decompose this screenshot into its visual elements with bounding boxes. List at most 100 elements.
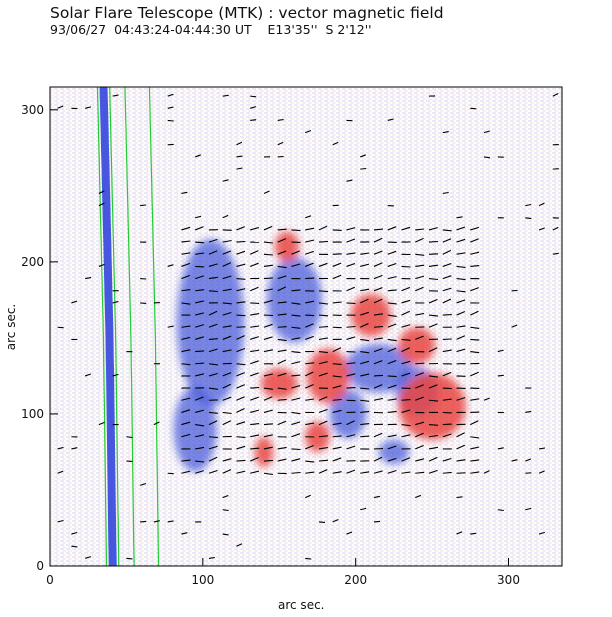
field-vector (277, 338, 287, 342)
field-vector (305, 314, 315, 317)
field-vector (456, 531, 463, 535)
contour-line-2 (124, 87, 135, 566)
field-vector (497, 447, 504, 450)
field-vector (195, 409, 205, 413)
field-vector (332, 435, 342, 438)
field-vector (387, 359, 397, 365)
field-vector (208, 238, 218, 243)
field-vector (305, 300, 315, 304)
field-vector (387, 118, 394, 121)
field-vector (98, 190, 105, 194)
field-vector (291, 314, 301, 317)
field-vector (277, 458, 287, 462)
field-vectors (57, 93, 559, 560)
field-vector (401, 424, 411, 427)
field-vector (373, 325, 384, 328)
field-vector (373, 287, 383, 292)
field-vector (181, 274, 190, 280)
field-vector (332, 262, 342, 267)
field-vector (470, 436, 480, 439)
field-vector (195, 470, 204, 474)
field-vector (332, 301, 342, 304)
field-vector (470, 398, 480, 401)
field-vector (250, 336, 259, 340)
field-vector (360, 263, 370, 267)
field-vector (456, 278, 466, 281)
field-vector (497, 349, 504, 353)
field-vector (181, 363, 191, 366)
field-vector (346, 420, 355, 426)
field-vector (208, 348, 218, 353)
field-vector (346, 302, 356, 305)
field-vector (442, 398, 452, 401)
field-vector (208, 556, 215, 559)
field-vector (428, 314, 439, 317)
field-vector (470, 310, 479, 316)
field-vector (98, 421, 105, 426)
field-vector (291, 361, 301, 365)
field-vector (401, 324, 411, 328)
field-vector (387, 384, 397, 389)
field-vector (236, 167, 243, 170)
field-vector (428, 347, 438, 353)
field-vector (263, 396, 273, 401)
field-vector (442, 191, 449, 194)
field-vector (360, 387, 370, 390)
field-vector (112, 300, 119, 304)
field-vector (195, 460, 205, 463)
field-vector (236, 363, 246, 366)
field-vector (428, 240, 439, 243)
polarity-regions (173, 231, 466, 472)
field-vector (360, 399, 370, 402)
field-vector (373, 298, 383, 304)
negative-region-0 (267, 257, 323, 343)
field-vector (346, 286, 356, 292)
field-vector (442, 349, 452, 353)
field-vector (360, 311, 369, 316)
field-vector (195, 324, 204, 328)
field-vector (360, 252, 370, 255)
field-vector (208, 387, 218, 390)
field-vector (236, 301, 246, 304)
field-vector (277, 118, 284, 121)
field-vector (373, 384, 383, 389)
field-vector (222, 420, 232, 426)
field-vector (346, 336, 356, 340)
field-vector (222, 469, 232, 474)
limb-band (96, 87, 160, 566)
field-vector (332, 471, 342, 474)
field-vector (415, 458, 425, 462)
field-vector (318, 314, 329, 317)
field-vector (222, 494, 229, 499)
field-vector (222, 214, 229, 219)
field-vector (470, 459, 480, 462)
field-vector (222, 533, 229, 536)
field-vector (181, 470, 191, 474)
field-vector (552, 226, 559, 231)
field-vector (263, 323, 273, 328)
field-vector (195, 241, 205, 244)
field-vector (456, 432, 465, 438)
field-vector (415, 432, 424, 438)
field-vector (442, 387, 452, 390)
y-tick-label: 300 (21, 103, 44, 117)
field-vector (373, 520, 381, 523)
field-vector (222, 325, 232, 328)
field-vector (305, 277, 315, 280)
field-vector (153, 421, 160, 426)
field-vector (373, 432, 383, 438)
y-tick-label: 100 (21, 407, 44, 421)
field-vector (415, 264, 425, 267)
field-vector (470, 351, 480, 354)
field-vector (387, 323, 397, 328)
field-vector (442, 275, 452, 280)
field-vector (346, 262, 356, 267)
field-vector (195, 215, 202, 219)
field-vector (236, 445, 246, 450)
field-vector (456, 216, 463, 219)
field-vector (181, 433, 191, 438)
field-vector (525, 410, 532, 413)
field-vector (456, 252, 466, 255)
field-vector (373, 456, 383, 462)
